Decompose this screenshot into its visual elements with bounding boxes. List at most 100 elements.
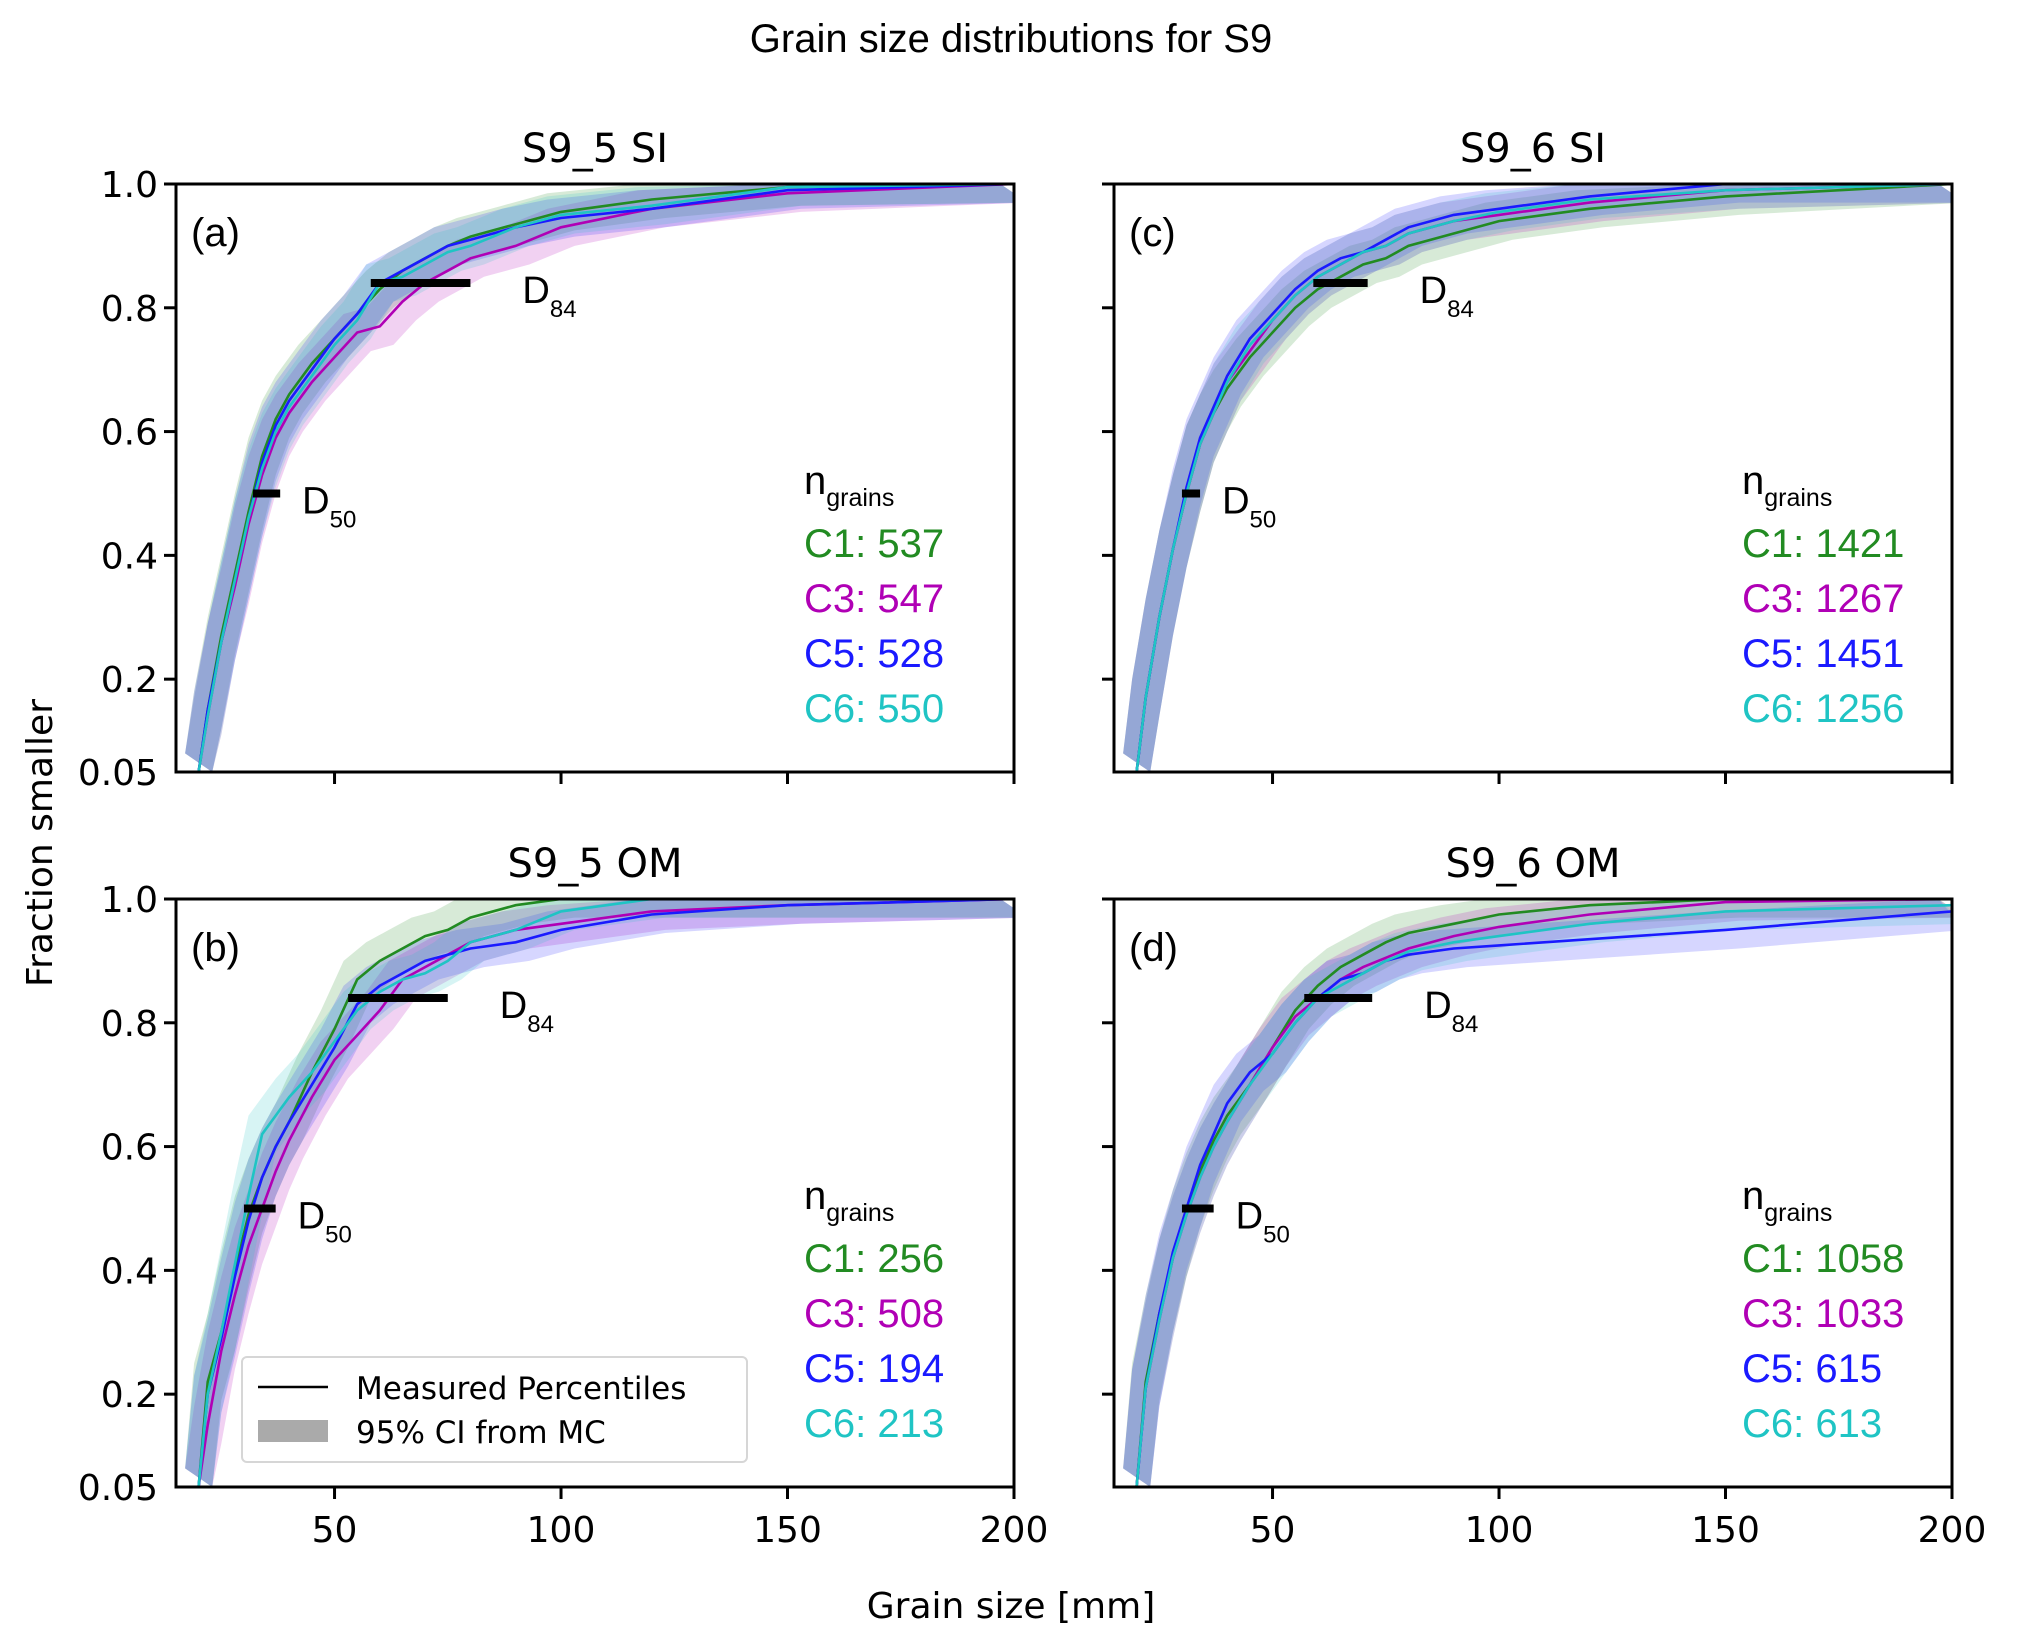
series-line-C3 — [1135, 184, 1952, 772]
ci-band-C3 — [1123, 184, 1952, 772]
series-line-C3 — [197, 184, 1014, 772]
ci-band-C6 — [185, 184, 1014, 772]
y-tick-label: 0.8 — [101, 289, 158, 330]
count-C5: C5: 1451 — [1742, 632, 1904, 676]
count-C3: C3: 1033 — [1742, 1292, 1904, 1336]
d84-subscript: 84 — [527, 1011, 554, 1038]
d84-subscript: 84 — [1447, 296, 1474, 323]
count-C3: C3: 1267 — [1742, 577, 1904, 621]
y-tick-label: 0.8 — [101, 1004, 158, 1045]
series-line-C5 — [1135, 184, 1952, 772]
count-C5: C5: 615 — [1742, 1347, 1882, 1391]
series-line-C5 — [197, 899, 1014, 1487]
series-line-C1 — [197, 899, 1014, 1487]
d84-label: D84 — [500, 985, 554, 1038]
y-tick-label: 0.4 — [101, 536, 158, 577]
y-tick-label: 0.05 — [78, 1468, 158, 1509]
x-tick-label: 50 — [312, 1510, 358, 1551]
plot-area — [1123, 899, 1952, 1487]
d84-main: D — [1420, 270, 1447, 312]
ngrains-label: ngrains — [1742, 1174, 1832, 1227]
ngrains-main: n — [1742, 459, 1764, 503]
panel-letter: (c) — [1129, 211, 1176, 255]
ci-band-C6 — [1123, 184, 1952, 772]
series-line-C3 — [1135, 899, 1952, 1487]
ci-band-C5 — [1123, 184, 1952, 772]
d50-subscript: 50 — [330, 506, 357, 533]
panel-title: S9_6 SI — [1460, 126, 1606, 172]
d84-subscript: 84 — [550, 296, 577, 323]
x-tick-label: 100 — [1465, 1510, 1534, 1551]
series-line-C6 — [197, 899, 1014, 1487]
x-tick-label: 150 — [753, 1510, 822, 1551]
series-line-C3 — [197, 899, 1014, 1487]
legend-patch-swatch — [258, 1420, 328, 1442]
count-C1: C1: 256 — [804, 1237, 944, 1281]
count-C3: C3: 508 — [804, 1292, 944, 1336]
panel-letter: (d) — [1129, 926, 1178, 970]
plot-area — [1123, 184, 1952, 772]
ci-band-C3 — [1123, 899, 1952, 1487]
count-C5: C5: 528 — [804, 632, 944, 676]
axes-frame — [1112, 182, 1954, 774]
ngrains-label: ngrains — [804, 459, 894, 512]
count-C3: C3: 547 — [804, 577, 944, 621]
ci-band-C1 — [1123, 899, 1952, 1487]
d84-main: D — [500, 985, 527, 1027]
d50-subscript: 50 — [1263, 1221, 1290, 1248]
count-C1: C1: 1058 — [1742, 1237, 1904, 1281]
series-line-C1 — [197, 184, 1014, 772]
axes-frame — [174, 182, 1016, 774]
x-tick-label: 200 — [980, 1510, 1049, 1551]
count-C6: C6: 613 — [1742, 1402, 1882, 1446]
axes-frame — [174, 897, 1016, 1489]
y-tick-label: 0.05 — [78, 753, 158, 794]
d50-main: D — [302, 480, 329, 522]
ngrains-main: n — [1742, 1174, 1764, 1218]
ci-band-C5 — [185, 184, 1014, 772]
axes-frame — [1112, 897, 1954, 1489]
d50-label: D50 — [298, 1195, 352, 1248]
legend-line-label: Measured Percentiles — [356, 1371, 686, 1407]
ngrains-subscript: grains — [1764, 1199, 1832, 1227]
d50-label: D50 — [1222, 480, 1276, 533]
y-tick-label: 1.0 — [101, 165, 158, 206]
ci-band-C5 — [1123, 899, 1952, 1487]
ngrains-main: n — [804, 459, 826, 503]
ngrains-subscript: grains — [826, 484, 894, 512]
d50-main: D — [1222, 480, 1249, 522]
series-line-C1 — [1135, 899, 1952, 1487]
series-line-C1 — [1135, 184, 1952, 772]
suptitle: Grain size distributions for S9 — [750, 17, 1272, 61]
panel-title: S9_6 OM — [1446, 841, 1621, 887]
plot-area — [185, 184, 1014, 772]
d50-main: D — [1236, 1195, 1263, 1237]
legend: Measured Percentiles 95% CI from MC — [241, 1356, 748, 1463]
y-axis-label: Fraction smaller — [20, 699, 61, 987]
ngrains-main: n — [804, 1174, 826, 1218]
y-tick-label: 0.6 — [101, 413, 158, 454]
count-C1: C1: 537 — [804, 522, 944, 566]
y-tick-label: 1.0 — [101, 880, 158, 921]
x-axis-label: Grain size [mm] — [867, 1586, 1156, 1627]
series-line-C5 — [197, 184, 1014, 772]
ngrains-subscript: grains — [1764, 484, 1832, 512]
ci-band-C3 — [185, 184, 1014, 772]
d84-subscript: 84 — [1452, 1011, 1479, 1038]
panel-title: S9_5 OM — [508, 841, 683, 887]
d50-main: D — [298, 1195, 325, 1237]
ngrains-label: ngrains — [804, 1174, 894, 1227]
panel-letter: (a) — [191, 211, 240, 255]
d50-label: D50 — [1236, 1195, 1290, 1248]
legend-patch-label: 95% CI from MC — [356, 1415, 606, 1451]
count-C6: C6: 1256 — [1742, 687, 1904, 731]
count-C6: C6: 550 — [804, 687, 944, 731]
d50-subscript: 50 — [1250, 506, 1277, 533]
legend-box — [241, 1356, 748, 1463]
ci-band-C6 — [1123, 899, 1952, 1487]
d84-label: D84 — [1420, 270, 1474, 323]
